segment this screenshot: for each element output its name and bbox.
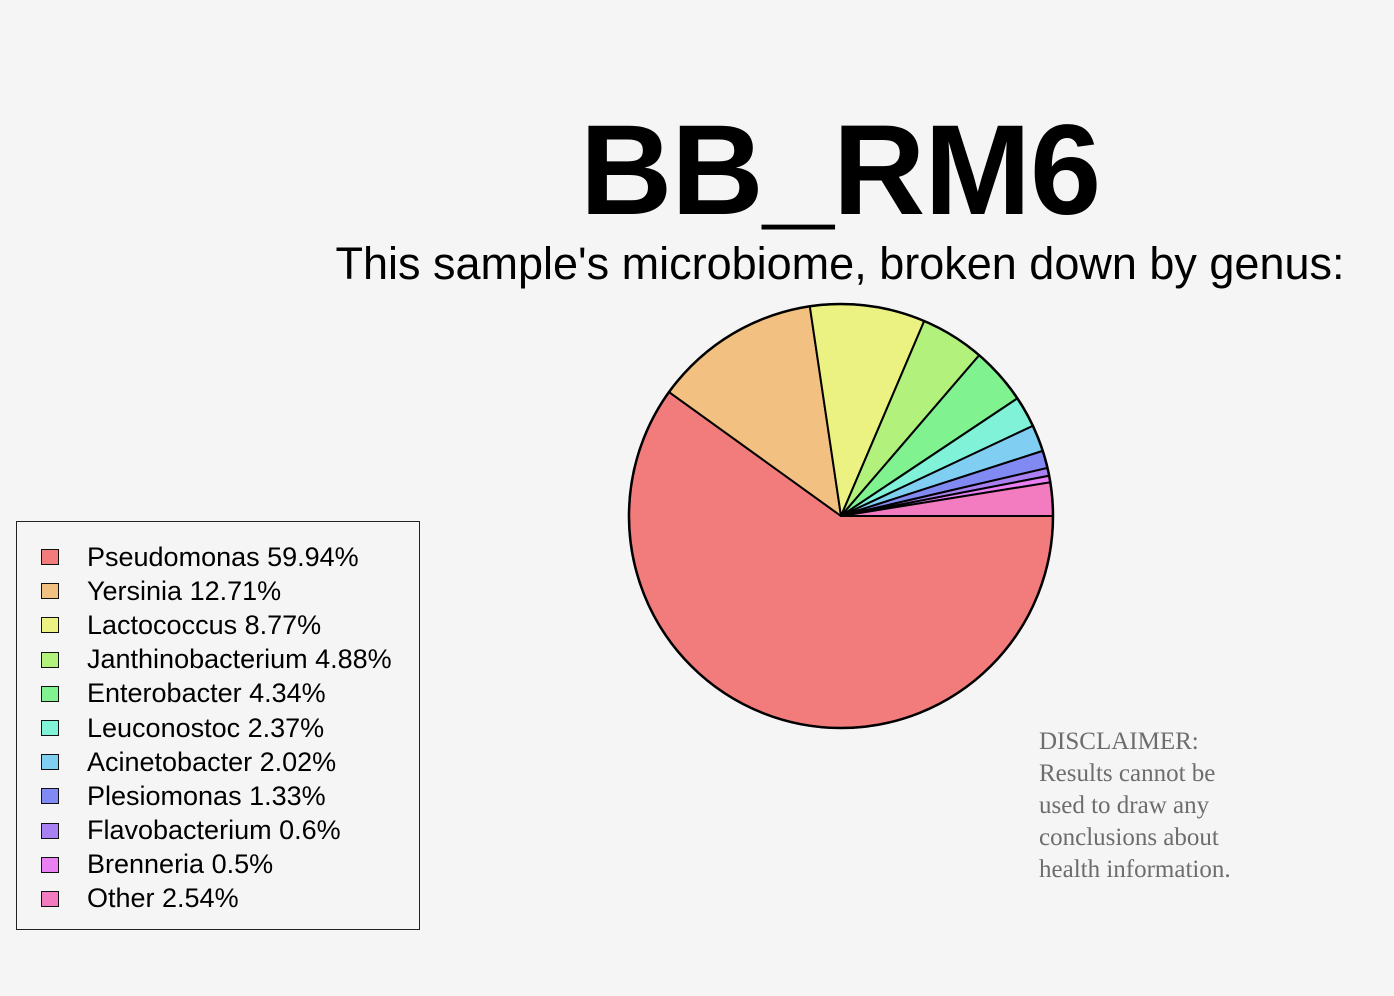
- legend-label: Brenneria 0.5%: [87, 849, 274, 880]
- legend-item-plesiomonas: Plesiomonas 1.33%: [17, 779, 419, 813]
- legend-swatch: [41, 549, 59, 566]
- legend-swatch: [41, 856, 59, 873]
- legend-label: Lactococcus 8.77%: [87, 609, 322, 640]
- legend-item-lactococcus: Lactococcus 8.77%: [17, 608, 419, 642]
- pie-outline: [627, 302, 1055, 730]
- legend-label: Plesiomonas 1.33%: [87, 780, 326, 811]
- legend-swatch: [41, 890, 59, 907]
- legend-swatch: [41, 754, 59, 771]
- legend-swatch: [41, 583, 59, 600]
- legend-item-acinetobacter: Acinetobacter 2.02%: [17, 745, 419, 779]
- legend-label: Yersinia 12.71%: [87, 575, 282, 606]
- legend-label: Flavobacterium 0.6%: [87, 815, 341, 846]
- legend-item-leuconostoc: Leuconostoc 2.37%: [17, 711, 419, 745]
- legend-item-pseudomonas: Pseudomonas 59.94%: [17, 540, 419, 574]
- legend-swatch: [41, 651, 59, 668]
- chart-title: BB_RM6: [579, 99, 1101, 242]
- disclaimer-line: Results cannot be: [1039, 760, 1216, 787]
- legend-swatch: [41, 822, 59, 839]
- legend-swatch: [41, 685, 59, 702]
- disclaimer-line: DISCLAIMER:: [1039, 728, 1199, 755]
- legend-item-brenneria: Brenneria 0.5%: [17, 848, 419, 882]
- legend-item-other: Other 2.54%: [17, 882, 419, 916]
- legend-item-flavobacterium: Flavobacterium 0.6%: [17, 814, 419, 848]
- legend-swatch: [41, 720, 59, 737]
- legend-label: Enterobacter 4.34%: [87, 678, 326, 709]
- legend-swatch: [41, 617, 59, 634]
- legend-item-yersinia: Yersinia 12.71%: [17, 574, 419, 608]
- pie-slices: [628, 303, 1055, 729]
- disclaimer: DISCLAIMER: Results cannot be used to draw…: [1039, 726, 1339, 886]
- legend-label: Acinetobacter 2.02%: [87, 746, 337, 777]
- chart-subtitle: This sample's microbiome, broken down by…: [335, 238, 1345, 289]
- legend-label: Leuconostoc 2.37%: [87, 712, 325, 743]
- legend-label: Pseudomonas 59.94%: [87, 541, 359, 572]
- legend-label: Other 2.54%: [87, 883, 239, 914]
- legend: Pseudomonas 59.94% Yersinia 12.71% Lactoco…: [16, 521, 420, 930]
- legend-label: Janthinobacterium 4.88%: [87, 644, 392, 675]
- legend-item-enterobacter: Enterobacter 4.34%: [17, 677, 419, 711]
- disclaimer-line: used to draw any: [1039, 792, 1210, 819]
- legend-swatch: [41, 788, 59, 805]
- disclaimer-line: conclusions about: [1039, 824, 1219, 851]
- disclaimer-line: health information.: [1039, 856, 1231, 883]
- legend-item-janthinobacterium: Janthinobacterium 4.88%: [17, 643, 419, 677]
